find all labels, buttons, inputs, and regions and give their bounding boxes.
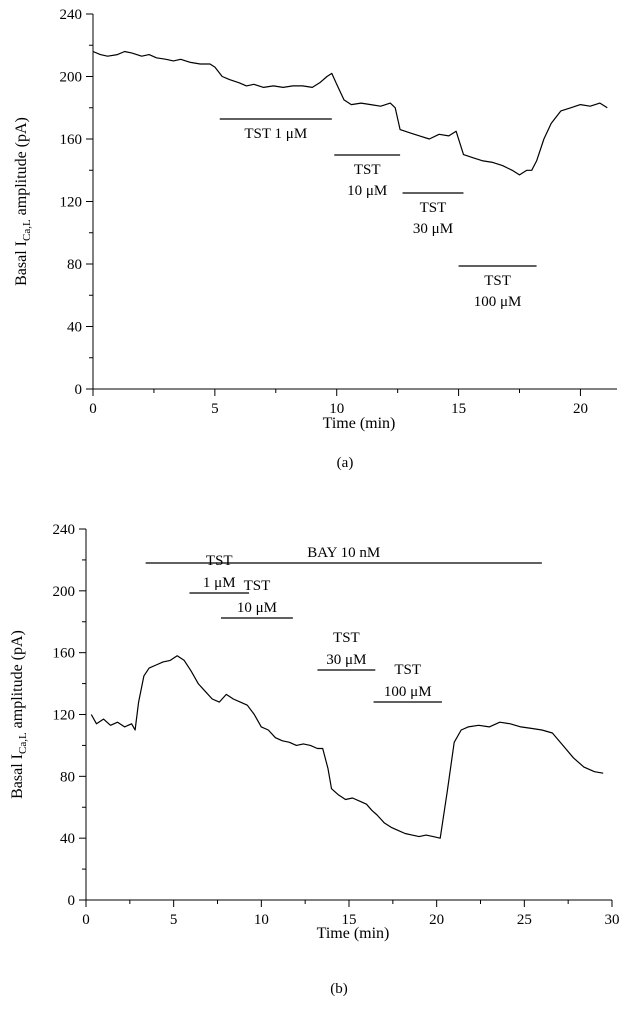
annotation-label: 30 μM bbox=[413, 221, 453, 237]
annotation-1: TST 1 μM bbox=[189, 553, 250, 594]
x-tick-label: 0 bbox=[89, 401, 97, 417]
y-tick-label: 40 bbox=[60, 831, 75, 847]
y-tick-label: 40 bbox=[67, 320, 82, 336]
y-tick-label: 200 bbox=[53, 584, 76, 600]
y-tick-label: 240 bbox=[60, 7, 83, 23]
annotation-label: BAY 10 nM bbox=[307, 545, 380, 561]
y-tick-label: 120 bbox=[53, 708, 76, 724]
annotation-label: 30 μM bbox=[326, 652, 366, 668]
annotation-0: TST 1 μM bbox=[219, 118, 332, 142]
annotation-3: TST 30 μM bbox=[317, 630, 376, 671]
annotation-label: 10 μM bbox=[347, 183, 387, 199]
chart-b: 0 40 80 120 160 200 240 0 5 10 15 20 25 30 Time (min) B… bbox=[9, 522, 620, 997]
axes bbox=[79, 528, 613, 907]
axes bbox=[86, 13, 617, 396]
x-tick-label: 10 bbox=[329, 401, 344, 417]
x-tick-label: 5 bbox=[170, 912, 178, 928]
y-axis-label: Basal ICa,L amplitude (pA) bbox=[13, 117, 33, 286]
annotation-label: TST bbox=[244, 578, 271, 594]
chart-a: 0 40 80 120 160 200 240 0 5 10 15 20 Time (min) Basal… bbox=[13, 7, 617, 471]
annotation-3: TST 100 μM bbox=[458, 265, 537, 310]
annotation-2: TST 30 μM bbox=[402, 192, 464, 237]
annotation-label: 100 μM bbox=[384, 684, 432, 700]
annotation-2: TST 10 μM bbox=[221, 578, 293, 619]
x-axis-label: Time (min) bbox=[317, 925, 390, 942]
x-tick-label: 30 bbox=[605, 912, 620, 928]
x-tick-label: 15 bbox=[342, 912, 357, 928]
x-tick-label: 20 bbox=[429, 912, 444, 928]
annotation-label: 1 μM bbox=[203, 575, 236, 591]
x-tick-label: 25 bbox=[517, 912, 532, 928]
y-tick-label: 240 bbox=[53, 522, 76, 538]
panel-caption: (b) bbox=[330, 981, 348, 997]
annotation-label: TST bbox=[420, 200, 447, 216]
x-tick-label: 0 bbox=[82, 912, 90, 928]
x-axis-label: Time (min) bbox=[323, 415, 396, 432]
x-tick-label: 15 bbox=[451, 401, 466, 417]
y-tick-label: 80 bbox=[67, 257, 82, 273]
y-tick-label: 160 bbox=[53, 646, 76, 662]
y-tick-label: 0 bbox=[75, 382, 83, 398]
y-tick-label: 80 bbox=[60, 769, 75, 785]
annotation-label: TST bbox=[333, 630, 360, 646]
annotation-label: TST bbox=[394, 662, 421, 678]
annotation-label: TST bbox=[206, 553, 233, 569]
annotation-label: 100 μM bbox=[474, 294, 522, 310]
annotation-label: 10 μM bbox=[237, 600, 277, 616]
series-line-0 bbox=[90, 655, 604, 839]
annotation-4: TST 100 μM bbox=[373, 662, 442, 703]
y-tick-label: 160 bbox=[60, 132, 83, 148]
y-tick-label: 120 bbox=[60, 195, 83, 211]
annotation-0: BAY 10 nM bbox=[145, 545, 542, 564]
annotation-label: TST bbox=[354, 162, 381, 178]
series-line-0 bbox=[92, 50, 608, 176]
annotation-label: TST 1 μM bbox=[244, 126, 307, 142]
annotation-1: TST 10 μM bbox=[334, 154, 401, 199]
x-tick-label: 10 bbox=[254, 912, 269, 928]
y-axis-label: Basal ICa,L amplitude (pA) bbox=[9, 630, 29, 799]
y-tick-label: 0 bbox=[68, 893, 76, 909]
x-tick-label: 20 bbox=[573, 401, 588, 417]
panel-caption: (a) bbox=[337, 455, 354, 471]
annotation-label: TST bbox=[484, 273, 511, 289]
y-tick-label: 200 bbox=[60, 70, 83, 86]
x-tick-label: 5 bbox=[211, 401, 219, 417]
